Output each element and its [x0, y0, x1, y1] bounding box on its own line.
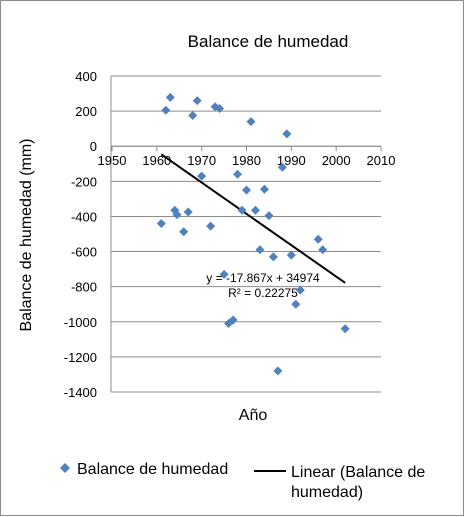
data-point: [295, 285, 305, 295]
y-tick-label: 400: [75, 69, 97, 84]
x-tick-labels: 1950 1960 1970 1980 1990 2000 2010: [98, 146, 396, 168]
data-point: [228, 315, 238, 325]
legend-label-trendline: Linear (Balance de humedad): [291, 464, 430, 501]
x-tick-label: 2010: [367, 153, 396, 168]
data-point: [215, 103, 225, 113]
data-point: [156, 218, 166, 228]
data-point: [206, 221, 216, 231]
x-tick-label: 1960: [142, 153, 171, 168]
trendline-line: [160, 153, 346, 284]
data-point: [183, 207, 193, 217]
y-tick-labels: 400 200 0 -200 -400 -600 -800 -1000 -1200 -1400: [64, 69, 97, 400]
trendline: [160, 153, 346, 284]
data-point: [179, 227, 189, 237]
gridlines: [110, 75, 381, 393]
data-point: [273, 366, 283, 376]
data-point: [197, 171, 207, 181]
y-axis-title: Balance de humedad (mm): [18, 139, 35, 332]
data-point: [255, 245, 265, 255]
x-tick-label: 1970: [187, 153, 216, 168]
y-tick-label: 200: [75, 104, 97, 119]
data-point: [219, 269, 229, 279]
legend-label-scatter: Balance de humedad: [77, 461, 228, 478]
y-tick-label: -1400: [64, 385, 97, 400]
data-point: [259, 184, 269, 194]
trendline-r2-text: R² = 0.22275: [228, 286, 298, 300]
data-point: [264, 211, 274, 221]
data-point: [172, 210, 182, 220]
data-point: [165, 92, 175, 102]
y-tick-label: -800: [71, 280, 97, 295]
legend-marker-scatter: [60, 463, 70, 473]
data-point: [188, 111, 198, 120]
data-point: [291, 299, 301, 309]
y-tick-label: -200: [71, 174, 97, 189]
y-tick-label: -400: [71, 209, 97, 224]
x-tick-label: 2000: [322, 153, 351, 168]
data-point: [233, 169, 243, 179]
data-point: [161, 105, 171, 115]
chart-title: Balance de humedad: [188, 32, 349, 51]
data-point: [192, 96, 202, 106]
trendline-equation-text: y = -17.867x + 34974: [206, 271, 320, 285]
x-tick-label: 1990: [277, 153, 306, 168]
y-tick-label: -1200: [64, 350, 97, 365]
legend: Balance de humedad Linear (Balance de hu…: [60, 461, 430, 501]
data-points: [156, 92, 350, 376]
data-point: [246, 117, 256, 127]
data-point: [268, 252, 278, 262]
data-point: [318, 245, 328, 255]
y-tick-label: -600: [71, 245, 97, 260]
data-point: [250, 205, 260, 215]
data-point: [286, 250, 296, 260]
trendline-equation: y = -17.867x + 34974 R² = 0.22275: [206, 271, 320, 300]
data-point: [242, 185, 251, 195]
x-axis-title: Año: [239, 407, 268, 424]
y-tick-label: 0: [90, 139, 97, 154]
data-point: [313, 234, 323, 244]
data-point: [282, 129, 292, 139]
x-tick-label: 1950: [98, 153, 127, 168]
data-point: [237, 205, 247, 215]
data-point: [277, 162, 287, 172]
x-tick-label: 1980: [232, 153, 261, 168]
data-point: [340, 324, 350, 334]
y-tick-label: -1000: [64, 315, 97, 330]
